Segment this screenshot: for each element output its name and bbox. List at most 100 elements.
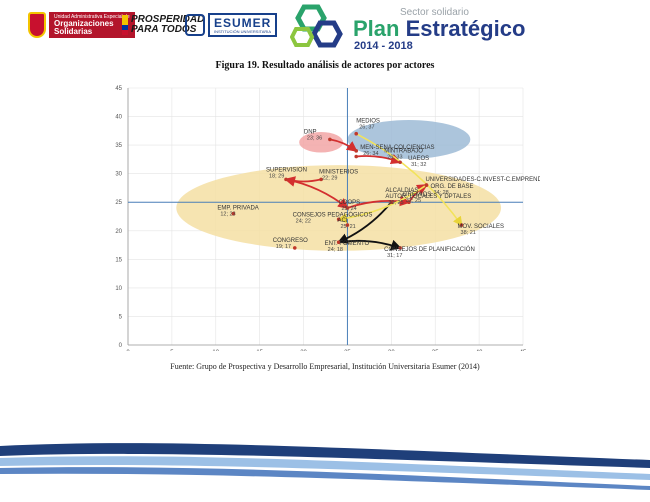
point-emp-privada: [231, 211, 236, 216]
point-medios: [354, 131, 359, 136]
point-label-men-sena-colciencias: MEN-SENA-COLCIENCIAS: [360, 145, 434, 151]
colombia-shield-icon: [28, 12, 46, 38]
point-value-aci: 25; 21: [340, 224, 355, 230]
x-tick-label-40: 40: [476, 350, 483, 351]
plan-sector-text: Sector solidario: [400, 7, 469, 18]
esumer-name: ESUMER: [214, 15, 272, 30]
arrow-mintrabajo-to-uaeos: [356, 153, 402, 165]
esumer-subtitle: INSTITUCIÓN UNIVERSITARIA: [214, 28, 272, 34]
point-label-emp-privada: EMP. PRIVADA: [217, 206, 258, 212]
point-label-medios: MEDIOS: [356, 119, 380, 125]
point-value-emp-privada: 12; 23: [220, 212, 235, 218]
gov-logo-main-text-2: Solidarias: [54, 27, 93, 36]
gov-organizaciones-solidarias-logo: Unidad Administrativa Especial de Organi…: [28, 10, 135, 40]
x-tick-label-45: 45: [520, 350, 527, 351]
gov-logo-top-text: Unidad Administrativa Especial de: [54, 14, 130, 20]
y-tick-label-0: 0: [119, 343, 123, 349]
esumer-emblem-icon: [185, 14, 205, 36]
x-tick-label-5: 5: [170, 350, 174, 351]
point-value-mov-sociales: 38; 21: [461, 230, 476, 236]
point-label-consejos-de-planificacion: CONSEJOS DE PLANIFICACIÓN: [384, 246, 475, 253]
point-men-sena-colciencias: [354, 149, 359, 153]
point-value-gremios: 32; 25: [406, 198, 421, 204]
point-gremios: [407, 200, 411, 205]
y-tick-label-45: 45: [115, 86, 122, 92]
figure-caption: Figura 19. Resultado análisis de actores…: [215, 60, 435, 71]
point-org-de-base: [424, 183, 429, 187]
plan-estrategico-logo: Sector solidario Plan Estratégico 2014 -…: [290, 3, 525, 53]
hexagon-chain-icon: [290, 4, 343, 48]
prosperidad-para-todos-logo: PROSPERIDAD PARA TODOS: [122, 10, 204, 40]
point-label-gremios: GREMIOS: [403, 192, 431, 198]
source-note: Fuente: Grupo de Prospectiva y Desarroll…: [170, 362, 480, 371]
point-value-consejos-de-planificacion: 31; 17: [387, 253, 402, 259]
x-tick-label-35: 35: [432, 350, 439, 351]
y-tick-label-40: 40: [115, 115, 122, 121]
gov-logo-main-text-1: Organizaciones: [54, 19, 114, 28]
point-value-mintrabajo: 26; 33: [387, 155, 402, 161]
point-ent-fomento: [336, 240, 341, 244]
x-tick-label-0: 0: [126, 350, 130, 351]
arrow-universidades-c-invest-c-emprend-to-consejos-pedagogicos: [337, 184, 427, 224]
arrow-medios-to-mov-sociales: [355, 132, 463, 227]
point-label-congreso: CONGRESO: [273, 238, 308, 244]
point-label-consejos-pedagogicos: CONSEJOS PEDAGÓGICOS: [293, 211, 373, 218]
prosperidad-text-2: PARA TODOS: [131, 24, 197, 35]
y-tick-label-35: 35: [115, 143, 122, 149]
point-label-aci: ACI: [337, 218, 347, 224]
point-aci: [345, 223, 350, 227]
x-tick-label-20: 20: [300, 350, 307, 351]
point-supervision: [284, 177, 288, 182]
point-uaeos: [398, 160, 402, 165]
point-congreso: [292, 246, 297, 250]
arrow-ent-fomento-to-consejos-de-planificacion: [338, 239, 402, 251]
esumer-logo: ESUMER INSTITUCIÓN UNIVERSITARIA: [185, 10, 278, 40]
point-dnp: [328, 137, 332, 142]
point-label-coops: COOPS: [338, 200, 360, 206]
point-consejos-pedagogicos: [336, 217, 341, 222]
y-tick-label-5: 5: [119, 314, 123, 320]
y-tick-label-15: 15: [115, 257, 122, 263]
point-value-medios: 26; 37: [359, 125, 374, 131]
y-tick-label-10: 10: [115, 286, 122, 292]
point-autor-locales-y-dptales: [389, 200, 394, 205]
point-label-alcaldias: ALCALDIAS: [385, 188, 418, 194]
blue-ellipse: [347, 119, 471, 159]
plan-title-word-1: Plan: [353, 16, 406, 41]
actors-scatter-chart: 0 5 10 15 20 25 30 35 40 45 0 5 10 15 20 25 30 35 40 45 MED…: [115, 86, 540, 351]
y-tick-label-25: 25: [115, 200, 122, 206]
arrow-dnp-to-men-sena-colciencias: [329, 138, 358, 152]
point-value-org-de-base: 34; 28: [433, 190, 448, 196]
arrow-coops-to-gremios: [347, 195, 411, 209]
plan-title-word-2: Estratégico: [405, 16, 526, 41]
point-label-mintrabajo: MINTRABAJO: [384, 149, 423, 155]
y-tick-label-30: 30: [115, 172, 122, 178]
point-coops: [345, 206, 350, 210]
colombia-flag-icon: [122, 15, 128, 35]
point-label-org-de-base: ORG. DE BASE: [430, 184, 473, 190]
point-label-universidades-c-invest-c-emprend: UNIVERSIDADES-C.INVEST-C.EMPREND.: [425, 177, 540, 183]
point-label-dnp: DNP: [304, 129, 317, 135]
plan-title: Plan Estratégico: [353, 16, 525, 42]
point-value-consejos-pedagogicos: 24; 22: [296, 218, 311, 224]
point-value-congreso: 19; 17: [276, 244, 291, 250]
point-label-autor-locales-y-dptales: AUTOR. LOCALES Y DPTALES: [385, 194, 471, 200]
arrow-supervision-to-coops: [285, 178, 349, 210]
x-tick-label-25: 25: [344, 350, 351, 351]
point-value-autor-locales-y-dptales: 30; 25: [388, 200, 403, 206]
footer-wave-decoration: [0, 443, 650, 490]
header-logos: Unidad Administrativa Especial de Organi…: [0, 0, 650, 56]
point-ministerios: [319, 177, 323, 182]
x-tick-label-30: 30: [388, 350, 395, 351]
point-value-supervision: 18; 29: [269, 173, 284, 179]
chart-axes: 0 5 10 15 20 25 30 35 40 45 0 5 10 15 20 25 30 35 40 45: [115, 86, 527, 351]
point-value-men-sena-colciencias: 26; 34: [363, 151, 378, 157]
point-value-ent-fomento: 24; 18: [328, 247, 343, 253]
point-label-supervision: SUPERVISION: [266, 167, 307, 173]
x-tick-label-15: 15: [256, 350, 263, 351]
point-value-uaeos: 31; 32: [411, 162, 426, 168]
point-mov-sociales: [459, 223, 464, 227]
point-consejos-de-planificacion: [398, 246, 402, 250]
x-tick-label-10: 10: [212, 350, 219, 351]
